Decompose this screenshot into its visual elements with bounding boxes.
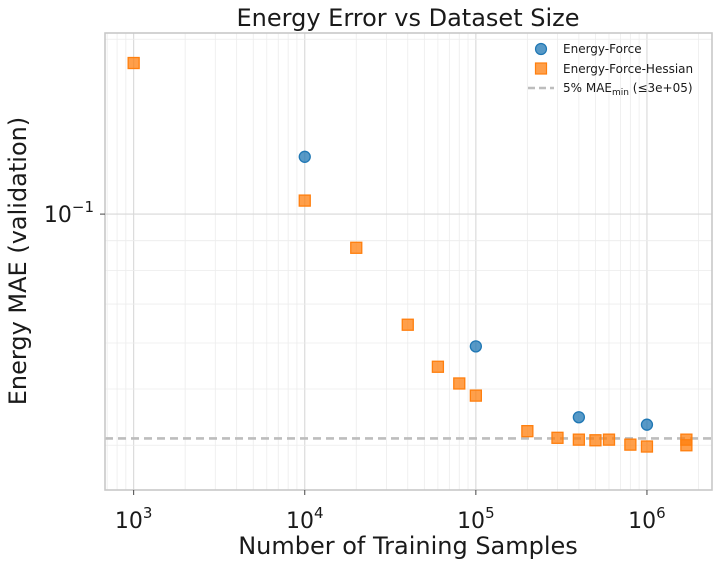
y-tick-label: 10−1 bbox=[44, 198, 94, 228]
data-marks bbox=[127, 56, 693, 453]
x-tick-label: 106 bbox=[628, 504, 666, 534]
x-tick-label: 103 bbox=[115, 504, 153, 534]
energy-force-hessian-point bbox=[680, 439, 693, 452]
energy-force-hessian-point bbox=[572, 433, 586, 446]
energy-force-hessian-point bbox=[624, 438, 637, 451]
legend-label-energy-force-hessian: Energy-Force-Hessian bbox=[563, 62, 693, 76]
plot-frame bbox=[104, 32, 713, 491]
legend: Energy-Force Energy-Force-Hessian 5% MAE… bbox=[528, 42, 693, 98]
legend-label-reference-line: 5% MAEmin (≤3e+05) bbox=[563, 81, 693, 98]
ref-label-prefix: 5% MAE bbox=[563, 81, 612, 95]
energy-force-point bbox=[298, 150, 311, 163]
x-tick-label: 104 bbox=[286, 504, 324, 534]
chart-title: Energy Error vs Dataset Size bbox=[237, 4, 580, 32]
energy-force-hessian-point bbox=[401, 318, 414, 331]
grid bbox=[105, 33, 712, 490]
x-axis-label: Number of Training Samples bbox=[238, 532, 578, 560]
energy-force-hessian-point bbox=[453, 377, 466, 390]
legend-label-energy-force: Energy-Force bbox=[563, 42, 642, 56]
ref-label-sub: min bbox=[612, 88, 629, 98]
energy-force-hessian-point bbox=[350, 241, 363, 254]
energy-force-hessian-point bbox=[431, 360, 445, 373]
energy-force-hessian-point bbox=[589, 434, 602, 447]
x-tick-label: 105 bbox=[457, 504, 495, 534]
energy-force-hessian-point bbox=[551, 431, 564, 444]
energy-force-hessian-point bbox=[640, 440, 654, 453]
energy-force-hessian-point bbox=[298, 194, 311, 207]
legend-marker-energy-force-hessian bbox=[534, 62, 548, 75]
energy-force-point bbox=[640, 418, 654, 431]
energy-force-point bbox=[469, 340, 483, 353]
x-axis-ticks: 103 104 105 106 bbox=[115, 490, 666, 534]
energy-force-hessian-point bbox=[127, 56, 140, 70]
energy-force-hessian-point bbox=[469, 389, 483, 402]
y-axis-label: Energy MAE (validation) bbox=[4, 117, 32, 405]
legend-marker-energy-force bbox=[534, 42, 548, 56]
energy-force-hessian-point bbox=[521, 425, 534, 438]
y-axis-ticks: 10−1 bbox=[44, 198, 105, 228]
energy-force-point bbox=[572, 411, 586, 424]
energy-force-hessian-point bbox=[602, 433, 616, 446]
ref-label-suffix: (≤3e+05) bbox=[629, 81, 693, 95]
